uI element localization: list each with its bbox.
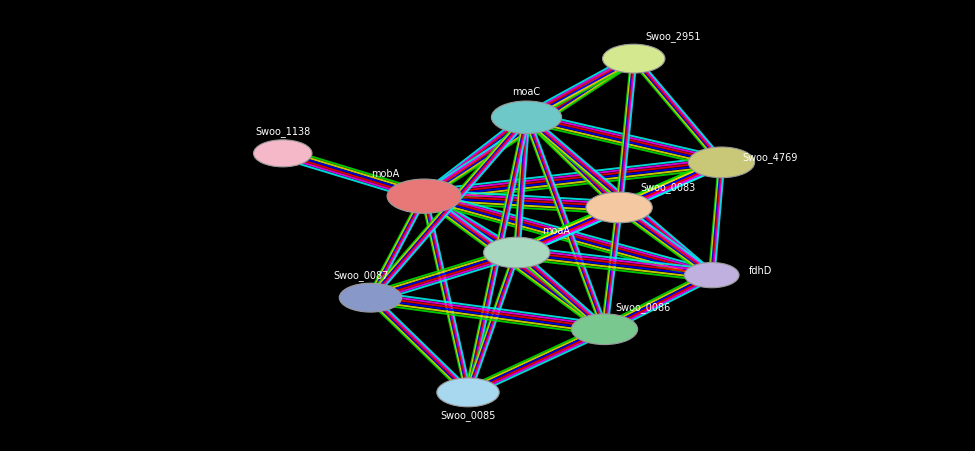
Circle shape xyxy=(491,101,562,133)
Text: Swoo_1138: Swoo_1138 xyxy=(255,126,310,137)
Text: fdhD: fdhD xyxy=(749,266,772,276)
Circle shape xyxy=(437,378,499,407)
Circle shape xyxy=(688,147,755,178)
Text: mobA: mobA xyxy=(371,169,399,179)
Text: Swoo_0083: Swoo_0083 xyxy=(641,182,695,193)
Text: moaA: moaA xyxy=(542,226,569,236)
Text: Swoo_4769: Swoo_4769 xyxy=(743,152,798,163)
Text: moaC: moaC xyxy=(513,87,540,97)
Text: Swoo_2951: Swoo_2951 xyxy=(645,32,700,42)
Text: Swoo_0087: Swoo_0087 xyxy=(333,271,388,281)
Circle shape xyxy=(603,44,665,73)
Circle shape xyxy=(254,140,312,167)
Text: Swoo_0085: Swoo_0085 xyxy=(441,410,495,421)
Circle shape xyxy=(339,283,402,312)
Circle shape xyxy=(684,262,739,288)
Circle shape xyxy=(586,192,652,223)
Circle shape xyxy=(571,314,638,345)
Circle shape xyxy=(484,237,550,268)
Circle shape xyxy=(387,179,461,213)
Text: Swoo_0086: Swoo_0086 xyxy=(616,302,671,313)
